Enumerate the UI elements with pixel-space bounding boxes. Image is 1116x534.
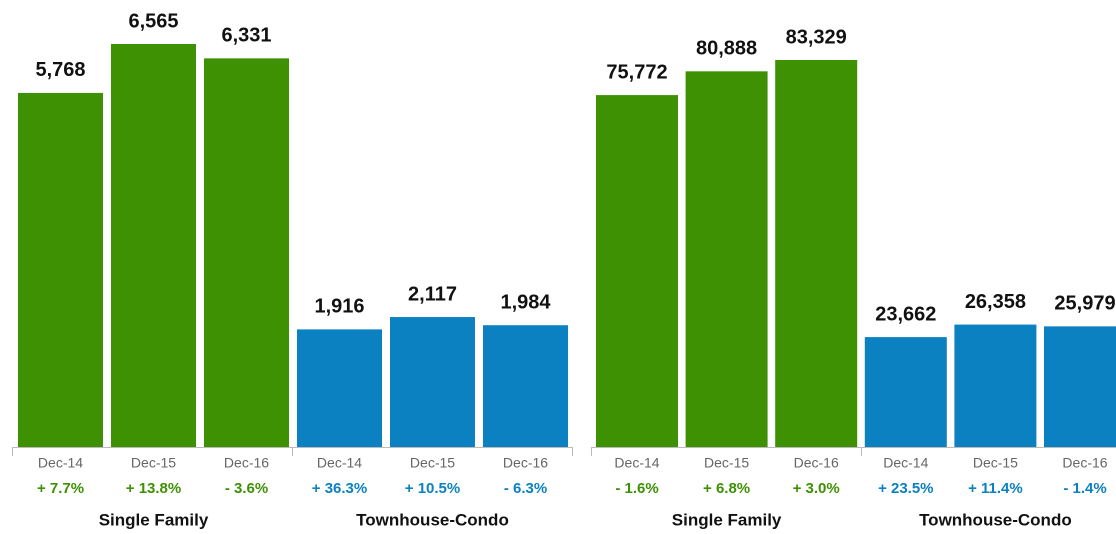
x-tick-label: Dec-14 xyxy=(883,455,928,471)
value-label: 80,888 xyxy=(696,38,757,60)
value-label: 23,662 xyxy=(875,303,936,325)
value-label: 83,329 xyxy=(786,26,847,48)
bar xyxy=(483,325,568,447)
x-tick-label: Dec-16 xyxy=(503,455,548,471)
group-label: Townhouse-Condo xyxy=(356,510,509,529)
x-tick-label: Dec-14 xyxy=(317,455,362,471)
x-tick-label: Dec-16 xyxy=(794,455,839,471)
group-label: Single Family xyxy=(99,510,209,529)
change-label: + 13.8% xyxy=(126,480,181,497)
x-tick-label: Dec-15 xyxy=(973,455,1018,471)
x-tick-label: Dec-15 xyxy=(410,455,455,471)
x-tick-label: Dec-15 xyxy=(704,455,749,471)
x-tick-label: Dec-16 xyxy=(1062,455,1107,471)
bar xyxy=(685,71,768,447)
value-label: 25,979 xyxy=(1054,293,1115,315)
change-label: + 36.3% xyxy=(312,480,367,497)
value-label: 2,117 xyxy=(408,283,457,305)
bar xyxy=(18,92,103,448)
group-label: Single Family xyxy=(672,510,782,529)
value-label: 1,984 xyxy=(500,291,551,313)
value-label: 75,772 xyxy=(606,61,667,83)
group-label: Townhouse-Condo xyxy=(919,510,1072,529)
bar xyxy=(390,317,475,447)
change-label: - 1.6% xyxy=(615,480,658,497)
x-tick-label: Dec-14 xyxy=(614,455,659,471)
bar xyxy=(775,60,858,447)
change-label: - 3.6% xyxy=(225,480,268,497)
x-tick-label: Dec-16 xyxy=(224,455,269,471)
bar xyxy=(1044,326,1116,447)
change-label: + 6.8% xyxy=(703,480,750,497)
value-label: 1,916 xyxy=(314,296,364,318)
bar xyxy=(204,58,289,448)
bar xyxy=(297,329,382,447)
x-tick-label: Dec-15 xyxy=(131,455,176,471)
value-label: 5,768 xyxy=(35,59,85,81)
change-label: + 7.7% xyxy=(37,480,84,497)
change-label: + 23.5% xyxy=(878,480,933,497)
change-label: - 6.3% xyxy=(504,480,547,497)
bar xyxy=(596,95,678,448)
value-label: 6,565 xyxy=(128,10,178,32)
bar xyxy=(111,44,196,447)
x-tick-label: Dec-14 xyxy=(38,455,83,471)
value-label: 6,331 xyxy=(221,25,271,47)
value-label: 26,358 xyxy=(965,291,1026,313)
change-label: + 11.4% xyxy=(968,480,1023,497)
bar xyxy=(864,337,947,447)
bar xyxy=(954,324,1037,447)
change-label: + 10.5% xyxy=(405,480,460,497)
change-label: + 3.0% xyxy=(793,480,840,497)
change-label: - 1.4% xyxy=(1063,480,1106,497)
